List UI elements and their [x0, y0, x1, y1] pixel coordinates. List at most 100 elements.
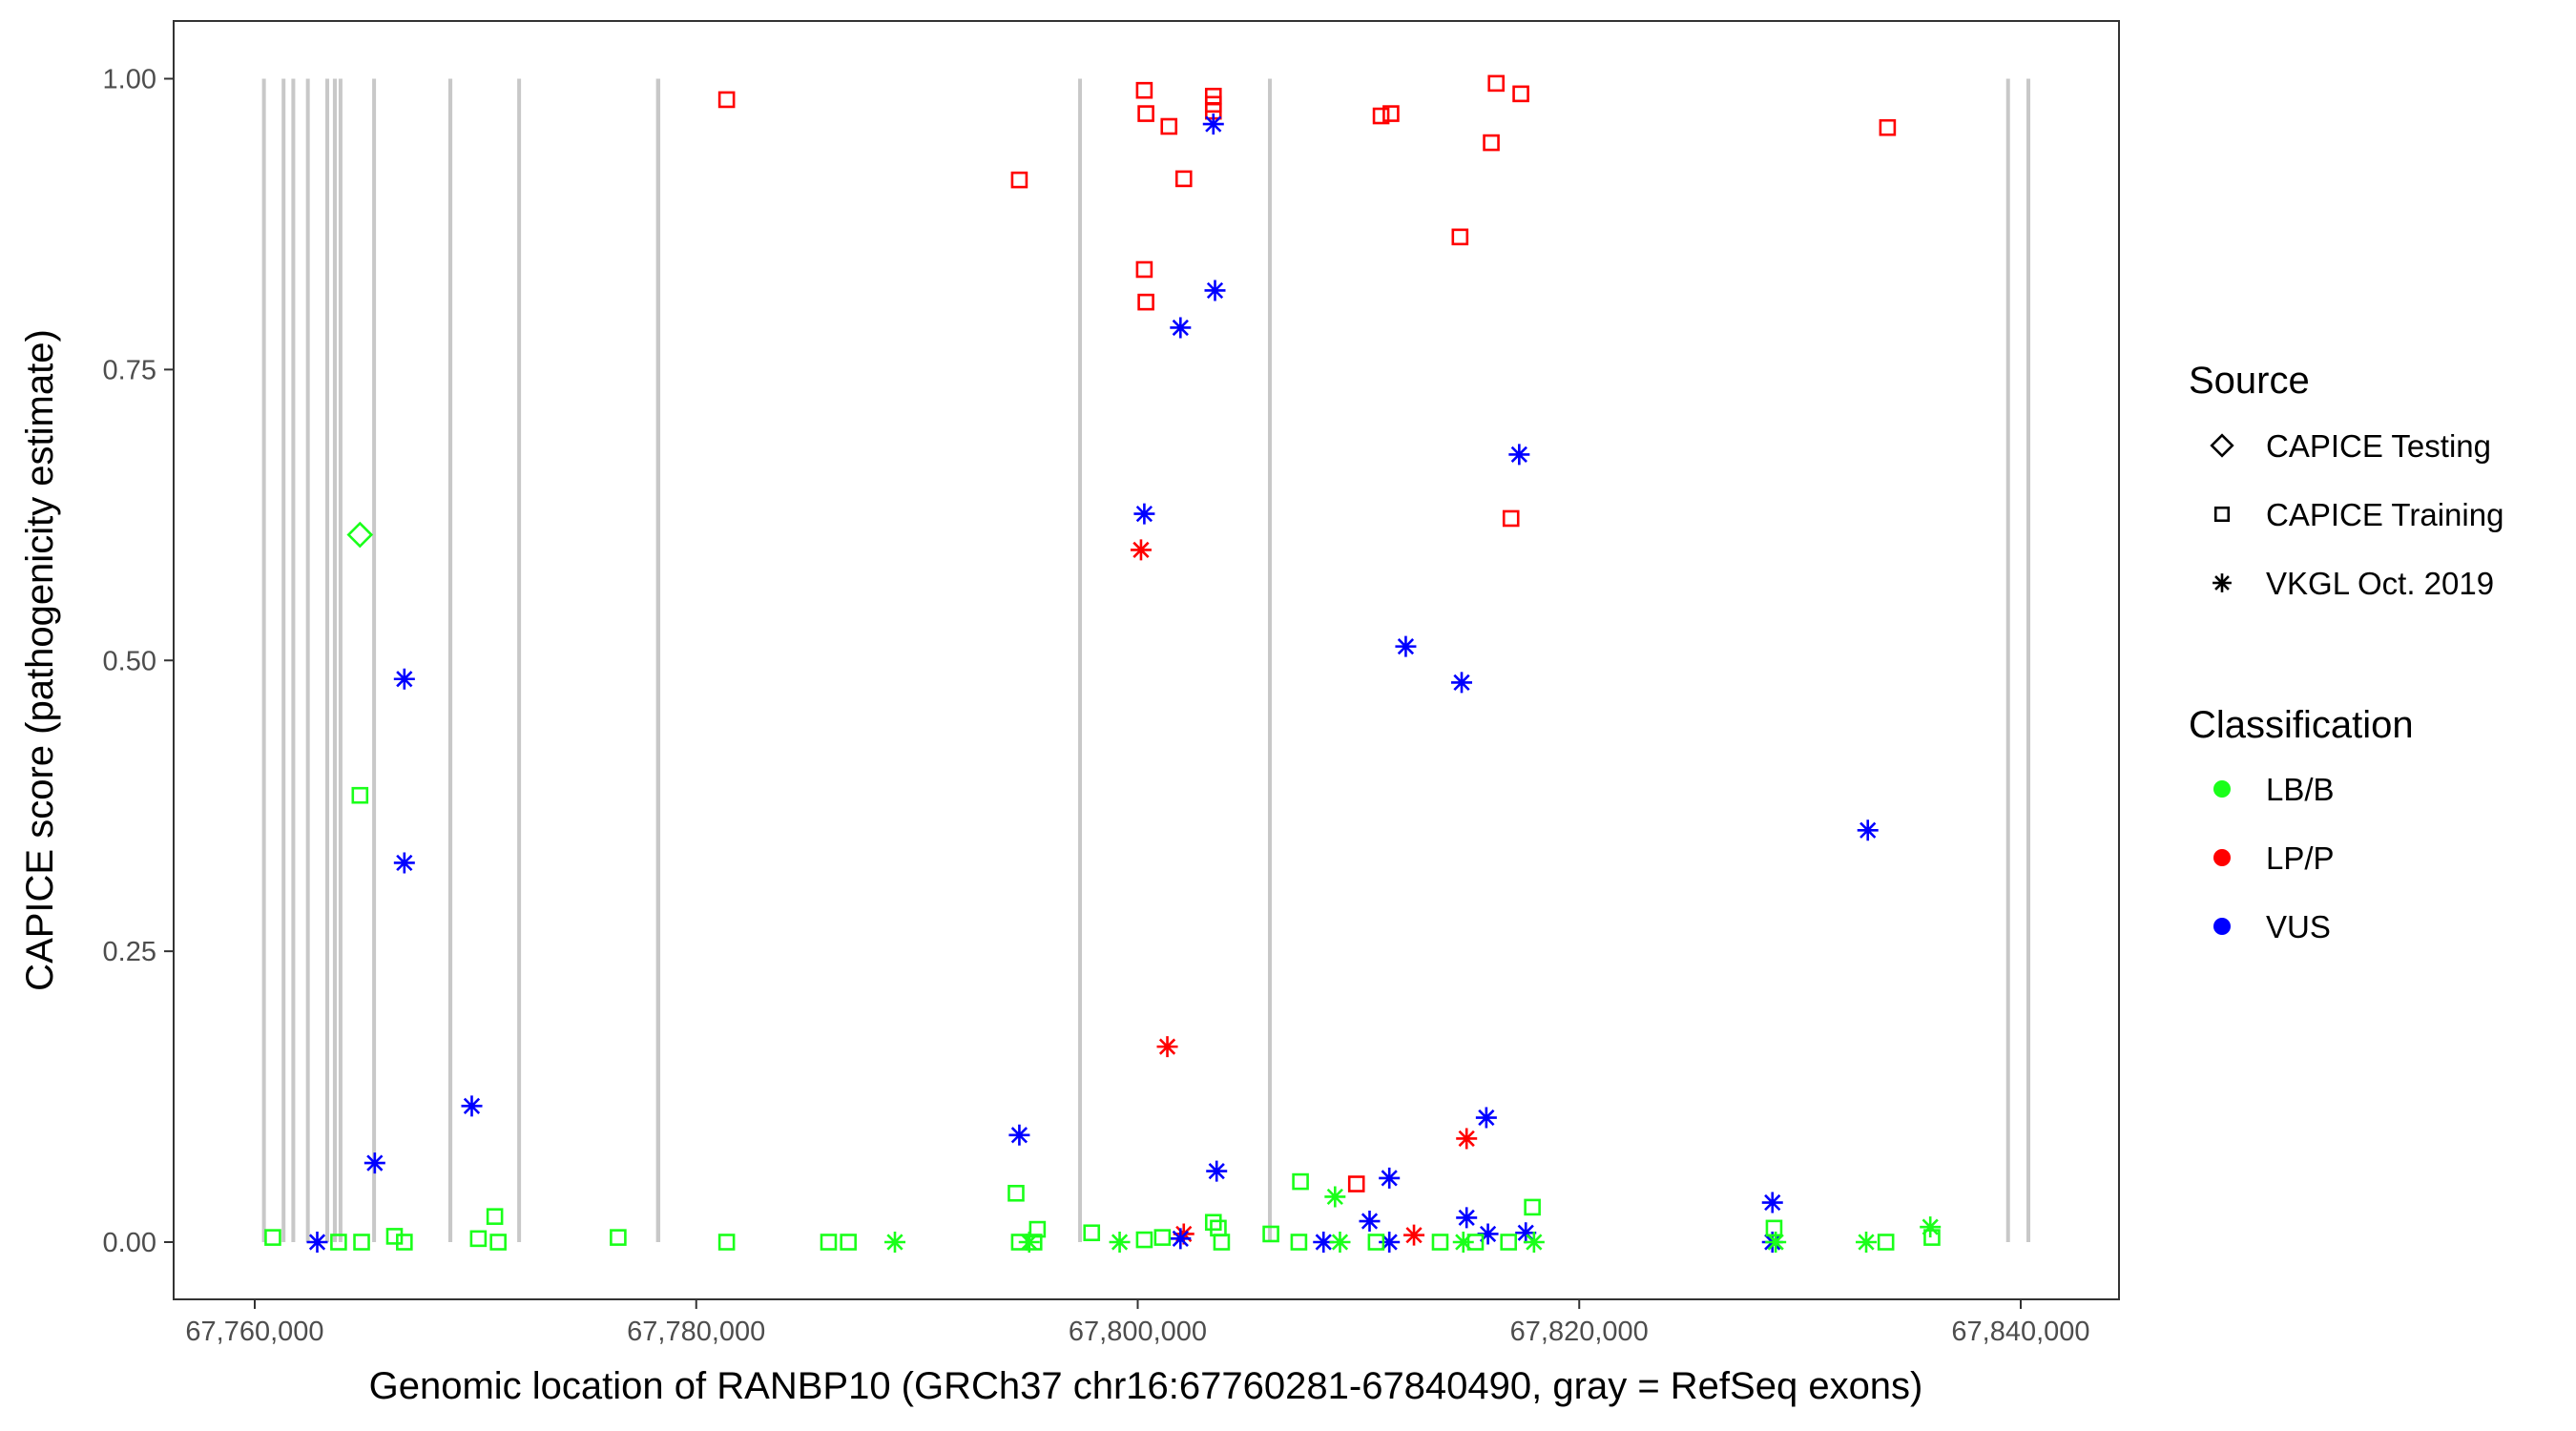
data-point	[1292, 1172, 1309, 1191]
data-point	[1135, 81, 1153, 99]
legend-label: LP/P	[2266, 840, 2335, 876]
exon-bar	[261, 78, 266, 1242]
exon-bar	[372, 78, 377, 1242]
legend-key-dot-icon	[2213, 849, 2231, 866]
data-point	[330, 1234, 347, 1251]
data-point	[1765, 1232, 1787, 1253]
legend-source-title: Source	[2189, 360, 2310, 402]
x-axis-title: Genomic location of RANBP10 (GRCh37 chr1…	[369, 1365, 1923, 1407]
y-tick-label: 0.25	[103, 937, 156, 967]
x-axis: 67,760,000 67,780,000 67,800,000 67,820,000…	[185, 1299, 2090, 1347]
data-point	[1500, 1234, 1518, 1251]
data-point	[364, 1152, 385, 1174]
data-point	[1130, 539, 1152, 561]
data-point	[1174, 170, 1193, 188]
data-point	[1135, 260, 1153, 279]
data-point	[1456, 1207, 1478, 1229]
data-point	[1359, 1211, 1381, 1233]
data-point	[1213, 1234, 1231, 1251]
legend-key-dot-icon	[2213, 918, 2231, 935]
data-point	[717, 91, 736, 109]
data-point	[1133, 503, 1155, 525]
exon-bar	[332, 78, 338, 1242]
data-point	[1379, 1167, 1401, 1189]
data-point	[1512, 85, 1529, 103]
legend-key-asterisk-icon	[2212, 573, 2232, 592]
legend-key-square-icon	[2213, 506, 2231, 523]
exon-layer	[261, 78, 2031, 1242]
data-point	[1367, 1234, 1385, 1251]
data-point	[1761, 1192, 1783, 1213]
legend-label: LB/B	[2266, 772, 2335, 807]
legend-label: VUS	[2266, 909, 2331, 944]
data-point	[1135, 1231, 1153, 1249]
data-point	[1856, 1232, 1878, 1253]
data-point	[1290, 1234, 1308, 1251]
data-point	[1153, 1229, 1172, 1246]
data-point	[306, 1232, 328, 1253]
legend-classification: Classification LB/B LP/P VUS	[2189, 704, 2414, 944]
data-point	[1515, 1222, 1537, 1244]
data-point	[1313, 1232, 1335, 1253]
data-point	[820, 1234, 838, 1251]
exon-bar	[281, 78, 286, 1242]
data-point	[1160, 117, 1178, 135]
data-point	[1347, 1175, 1365, 1192]
data-point	[264, 1229, 281, 1246]
data-point	[1403, 1224, 1425, 1246]
legend-label: VKGL Oct. 2019	[2266, 566, 2494, 601]
x-tick-label: 67,840,000	[1951, 1317, 2089, 1347]
data-point	[1170, 317, 1192, 339]
plot-panel	[173, 20, 2120, 1300]
exon-bar	[325, 78, 330, 1242]
data-point	[1451, 228, 1469, 246]
data-point	[1765, 1219, 1783, 1237]
data-point	[1028, 1220, 1047, 1238]
data-point	[1877, 1234, 1895, 1251]
y-tick-label: 0.75	[103, 355, 156, 385]
data-point	[1206, 1160, 1228, 1182]
exon-bar	[291, 78, 296, 1242]
y-axis: 0.00 0.25 0.50 0.75 1.00	[103, 65, 174, 1258]
exon-bar	[2005, 78, 2010, 1242]
data-point	[489, 1234, 507, 1251]
data-point	[1008, 1184, 1025, 1202]
data-point	[610, 1229, 627, 1246]
exon-bar	[447, 78, 453, 1242]
x-tick-label: 67,780,000	[627, 1317, 765, 1347]
data-point	[1395, 635, 1417, 657]
data-point	[1475, 1107, 1497, 1129]
data-point	[1204, 280, 1226, 301]
data-point	[1262, 1225, 1279, 1243]
legend-key-diamond-icon	[2210, 433, 2234, 458]
data-point	[1483, 134, 1500, 152]
x-tick-label: 67,800,000	[1069, 1317, 1207, 1347]
data-point	[346, 521, 374, 549]
data-point	[1452, 1232, 1474, 1253]
exon-bar	[338, 78, 343, 1242]
data-point	[486, 1208, 504, 1225]
data-point	[1508, 444, 1530, 466]
data-point	[1379, 1232, 1401, 1253]
legend-label: CAPICE Training	[2266, 497, 2503, 532]
data-point	[1109, 1232, 1131, 1253]
x-tick-label: 67,820,000	[1510, 1317, 1649, 1347]
y-tick-label: 0.00	[103, 1228, 156, 1258]
legend-key-dot-icon	[2213, 780, 2231, 798]
data-point	[351, 786, 369, 804]
data-point	[469, 1230, 488, 1248]
data-point	[1137, 293, 1154, 311]
data-point	[1857, 819, 1879, 841]
y-tick-label: 0.50	[103, 646, 156, 676]
data-point	[1487, 74, 1506, 93]
data-point	[1170, 1228, 1192, 1250]
legend-label: CAPICE Testing	[2266, 428, 2491, 464]
data-point	[1010, 171, 1028, 189]
data-point	[1431, 1234, 1449, 1251]
exon-bar	[305, 78, 310, 1242]
data-point	[393, 668, 415, 690]
data-point	[1920, 1216, 1942, 1238]
data-point	[1502, 509, 1520, 528]
data-point	[1137, 105, 1154, 122]
